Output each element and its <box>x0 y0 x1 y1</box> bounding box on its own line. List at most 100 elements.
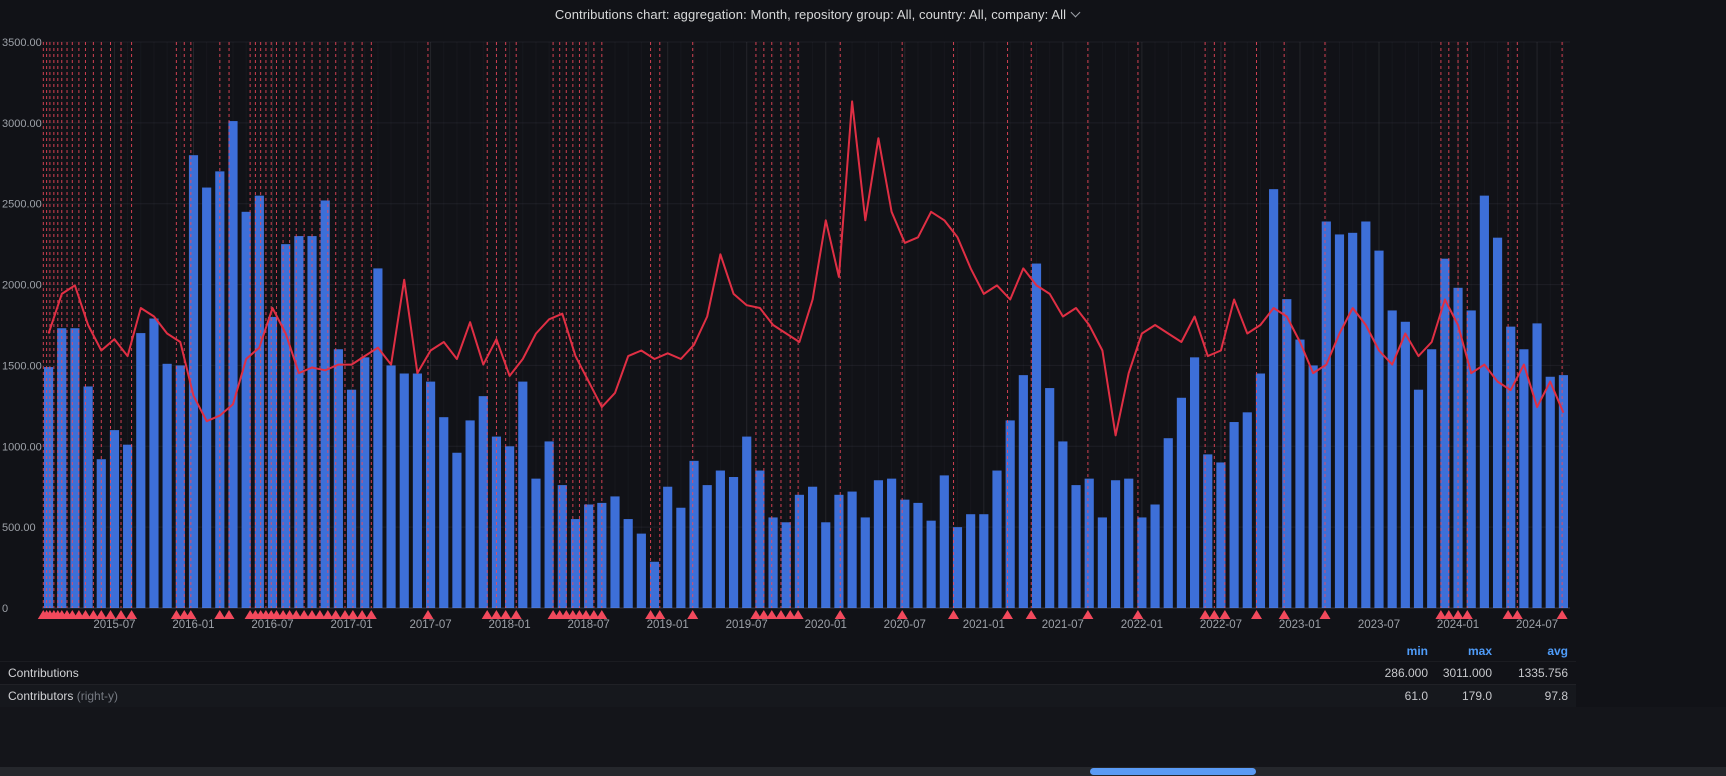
annotation-marker[interactable] <box>1082 610 1094 619</box>
contribution-bar[interactable] <box>202 187 212 609</box>
chevron-down-icon[interactable] <box>1070 7 1081 17</box>
contribution-bar[interactable] <box>728 477 739 608</box>
contribution-bar[interactable] <box>1137 517 1147 608</box>
contribution-bar[interactable] <box>1321 221 1331 609</box>
contribution-bar[interactable] <box>281 244 291 608</box>
contribution-bar[interactable] <box>926 520 936 608</box>
contribution-bar[interactable] <box>952 527 963 608</box>
annotation-marker[interactable] <box>580 610 592 619</box>
horizontal-scrollbar[interactable] <box>0 767 1726 776</box>
contribution-bar[interactable] <box>663 486 673 608</box>
contribution-bar[interactable] <box>96 459 106 608</box>
annotation-marker[interactable] <box>588 610 600 619</box>
contribution-bar[interactable] <box>1479 195 1489 608</box>
contribution-bar[interactable] <box>610 496 620 608</box>
annotation-marker[interactable] <box>347 610 359 619</box>
contribution-bar[interactable] <box>979 514 989 608</box>
contribution-bar[interactable] <box>1440 258 1450 608</box>
annotation-marker[interactable] <box>170 610 182 619</box>
contribution-bar[interactable] <box>544 441 554 608</box>
annotation-marker[interactable] <box>80 610 91 619</box>
contribution-bar[interactable] <box>175 365 185 608</box>
contribution-bar[interactable] <box>1492 237 1503 609</box>
contribution-bar[interactable] <box>123 444 133 608</box>
contribution-bar[interactable] <box>149 318 159 608</box>
contribution-bar[interactable] <box>1413 389 1424 608</box>
contribution-bar[interactable] <box>702 485 712 608</box>
contribution-bar[interactable] <box>676 507 686 608</box>
contribution-bar[interactable] <box>649 561 660 608</box>
contribution-bar[interactable] <box>241 211 251 609</box>
annotation-marker[interactable] <box>322 610 334 619</box>
contribution-bar[interactable] <box>478 396 488 608</box>
annotation-marker[interactable] <box>766 610 778 619</box>
contribution-bar[interactable] <box>1558 375 1568 608</box>
annotation-marker[interactable] <box>115 610 127 619</box>
contribution-bar[interactable] <box>847 491 857 608</box>
contribution-bar[interactable] <box>689 460 699 608</box>
annotation-marker[interactable] <box>687 610 699 619</box>
contribution-bar[interactable] <box>83 386 93 608</box>
annotation-marker[interactable] <box>654 610 666 619</box>
annotation-marker[interactable] <box>1435 610 1447 619</box>
contribution-bar[interactable] <box>1124 478 1134 608</box>
contribution-bar[interactable] <box>570 519 581 608</box>
series-label-contributions[interactable]: Contributions <box>8 666 79 680</box>
annotation-marker[interactable] <box>1461 610 1473 619</box>
annotation-marker[interactable] <box>775 610 787 619</box>
annotation-marker[interactable] <box>290 610 302 619</box>
contributors-line[interactable] <box>47 100 1565 437</box>
contribution-bar[interactable] <box>1400 321 1410 608</box>
contribution-bar[interactable] <box>1295 339 1305 608</box>
contribution-bar[interactable] <box>360 357 370 608</box>
annotation-marker[interactable] <box>356 610 368 619</box>
annotation-marker[interactable] <box>1002 610 1013 619</box>
contribution-bar[interactable] <box>1058 441 1068 608</box>
contribution-bar[interactable] <box>597 502 607 608</box>
contribution-bar[interactable] <box>1374 250 1384 609</box>
contribution-bar[interactable] <box>188 155 199 608</box>
contribution-bar[interactable] <box>1453 287 1463 608</box>
annotation-marker[interactable] <box>896 610 908 619</box>
contribution-bar[interactable] <box>623 519 633 608</box>
contribution-bar[interactable] <box>1269 189 1279 608</box>
contribution-bar[interactable] <box>1545 376 1555 608</box>
contribution-bar[interactable] <box>1110 480 1121 608</box>
legend-col-avg[interactable]: avg <box>1547 643 1568 658</box>
annotation-marker[interactable] <box>758 610 770 619</box>
annotation-marker[interactable] <box>645 610 657 619</box>
chart-canvas[interactable]: 3500.00 3000.00 2500.00 2000.00 1500.00 1000.… <box>0 28 1576 640</box>
annotation-marker[interactable] <box>422 610 434 619</box>
contribution-bar[interactable] <box>913 502 923 608</box>
contribution-bar[interactable] <box>452 452 462 608</box>
contribution-bar[interactable] <box>373 268 383 608</box>
annotation-marker[interactable] <box>1251 610 1262 619</box>
contribution-bar[interactable] <box>636 533 646 608</box>
annotation-marker[interactable] <box>510 610 522 619</box>
contribution-bar[interactable] <box>755 470 765 608</box>
contribution-bar[interactable] <box>768 517 778 608</box>
contribution-bar[interactable] <box>162 363 172 608</box>
contributions-chart[interactable]: 3500.00 3000.00 2500.00 2000.00 1500.00 1000.… <box>0 28 1726 640</box>
contribution-bar[interactable] <box>1466 310 1476 608</box>
contribution-bar[interactable] <box>215 171 225 608</box>
contribution-bar[interactable] <box>505 446 515 608</box>
contribution-bar[interactable] <box>1176 397 1186 608</box>
contribution-bar[interactable] <box>1216 462 1226 608</box>
annotation-marker[interactable] <box>834 610 846 619</box>
contribution-bar[interactable] <box>333 349 343 608</box>
contribution-bar[interactable] <box>966 514 976 608</box>
contribution-bar[interactable] <box>992 470 1002 608</box>
annotation-marker[interactable] <box>339 610 351 619</box>
contribution-bar[interactable] <box>1255 373 1266 608</box>
contribution-bar[interactable] <box>1084 478 1094 608</box>
annotation-marker[interactable] <box>314 610 326 619</box>
annotation-marker[interactable] <box>365 610 377 619</box>
annotation-marker[interactable] <box>1502 610 1514 619</box>
annotation-marker[interactable] <box>1556 610 1568 619</box>
annotation-marker[interactable] <box>1208 610 1220 619</box>
contribution-bar[interactable] <box>1018 375 1028 608</box>
contribution-bar[interactable] <box>1282 299 1292 608</box>
contribution-bar[interactable] <box>1097 517 1107 608</box>
contribution-bar[interactable] <box>1045 388 1055 608</box>
